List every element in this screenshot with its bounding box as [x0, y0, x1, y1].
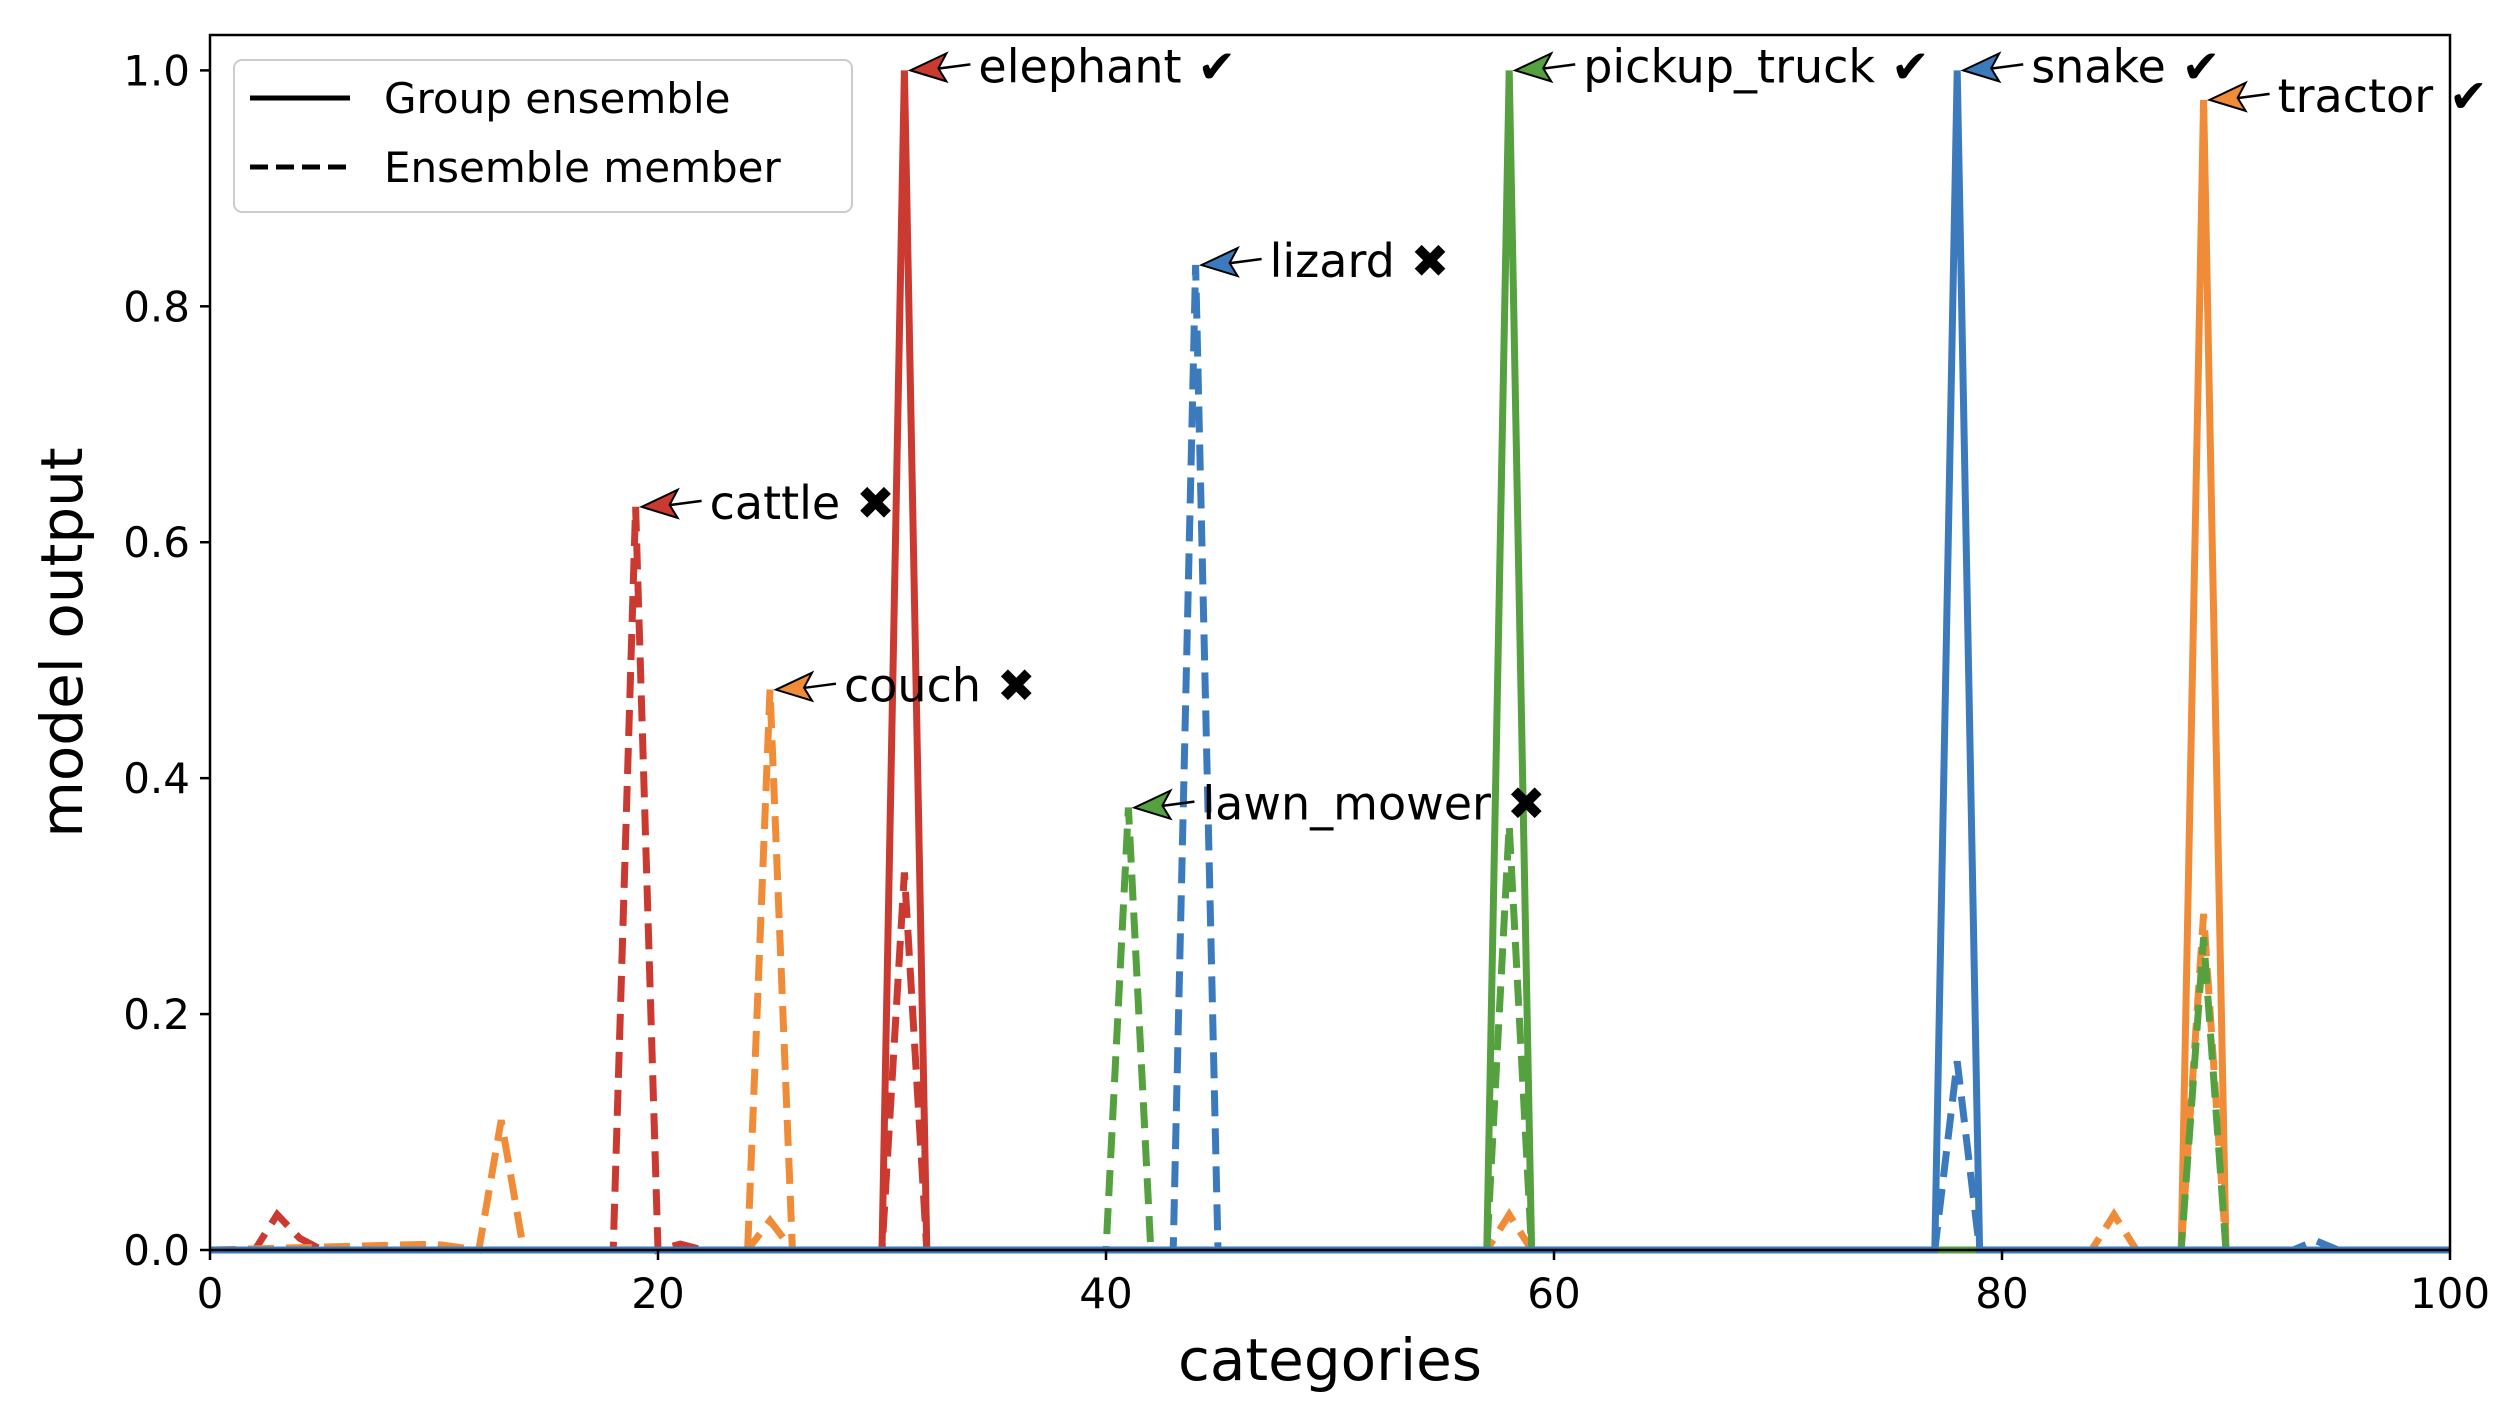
legend-box	[233, 59, 853, 213]
annotation-pickup_truck: pickup_truck ✔	[1512, 39, 1930, 93]
x-axis-label: categories	[1178, 1326, 1482, 1394]
annotation-arrow-head	[2206, 80, 2248, 113]
annotation-arrow-head	[907, 51, 949, 84]
annotation-arrow-head	[1131, 788, 1173, 821]
series-line-orange-dashed	[210, 913, 2450, 1254]
legend-entry-group-ensemble: Group ensemble	[384, 74, 730, 123]
annotation-arrow-head	[1512, 51, 1554, 84]
series-line-red-dashed	[210, 506, 2450, 1255]
x-tick-label: 40	[1079, 1269, 1132, 1318]
annotation-couch: couch ✖	[773, 659, 1036, 713]
x-tick-label: 0	[197, 1269, 224, 1318]
annotation-arrow-head	[1960, 51, 2002, 84]
legend: Group ensemble Ensemble member	[233, 59, 853, 213]
series-line-orange-dashed	[209, 689, 2450, 1254]
annotation-label: cattle ✖	[710, 476, 895, 530]
y-tick-label: 0.8	[123, 282, 190, 331]
annotation-label: tractor ✔	[2278, 69, 2488, 123]
x-tick-label: 80	[1975, 1269, 2028, 1318]
annotation-label: lizard ✖	[1270, 234, 1450, 288]
annotation-arrow-head	[638, 487, 680, 520]
annotation-arrow-head	[1198, 245, 1240, 278]
annotation-label: lawn_mower ✖	[1202, 777, 1545, 831]
annotation-tractor: tractor ✔	[2206, 69, 2488, 123]
x-tick-label: 100	[2410, 1269, 2490, 1318]
plot-frame	[208, 33, 2452, 1252]
annotation-label: elephant ✔	[978, 39, 1236, 93]
x-tick-label: 20	[631, 1269, 684, 1318]
annotation-arrow-head	[773, 670, 815, 703]
series-line-green-dashed	[210, 807, 2450, 1254]
annotation-label: couch ✖	[844, 659, 1036, 713]
tick-layer: 0 20 40 60 80 100 0.0 0.2 0.4 0.6 0.8 1.0	[123, 46, 2490, 1318]
y-tick-label: 0.4	[123, 754, 190, 803]
annotation-snake: snake ✔	[1960, 39, 2220, 93]
y-axis-label: model output	[28, 447, 96, 837]
y-tick-label: 0.0	[123, 1226, 190, 1275]
annotation-cattle: cattle ✖	[638, 476, 895, 530]
legend-entry-ensemble-member: Ensemble member	[384, 143, 781, 192]
annotation-label: snake ✔	[2031, 39, 2220, 93]
annotation-lizard: lizard ✖	[1198, 234, 1450, 288]
series-line-blue-dashed	[210, 264, 2450, 1254]
x-tick-label: 60	[1527, 1269, 1580, 1318]
y-tick-label: 0.2	[123, 990, 190, 1039]
y-tick-label: 0.6	[123, 518, 190, 567]
y-tick-label: 1.0	[123, 46, 190, 95]
annotation-layer: cattle ✖ couch ✖ elephant ✔ lawn_mower ✖ lizard ✖…	[638, 39, 2488, 831]
annotation-label: pickup_truck ✔	[1583, 39, 1929, 93]
annotation-lawn_mower: lawn_mower ✖	[1131, 777, 1545, 831]
annotation-elephant: elephant ✔	[907, 39, 1236, 93]
